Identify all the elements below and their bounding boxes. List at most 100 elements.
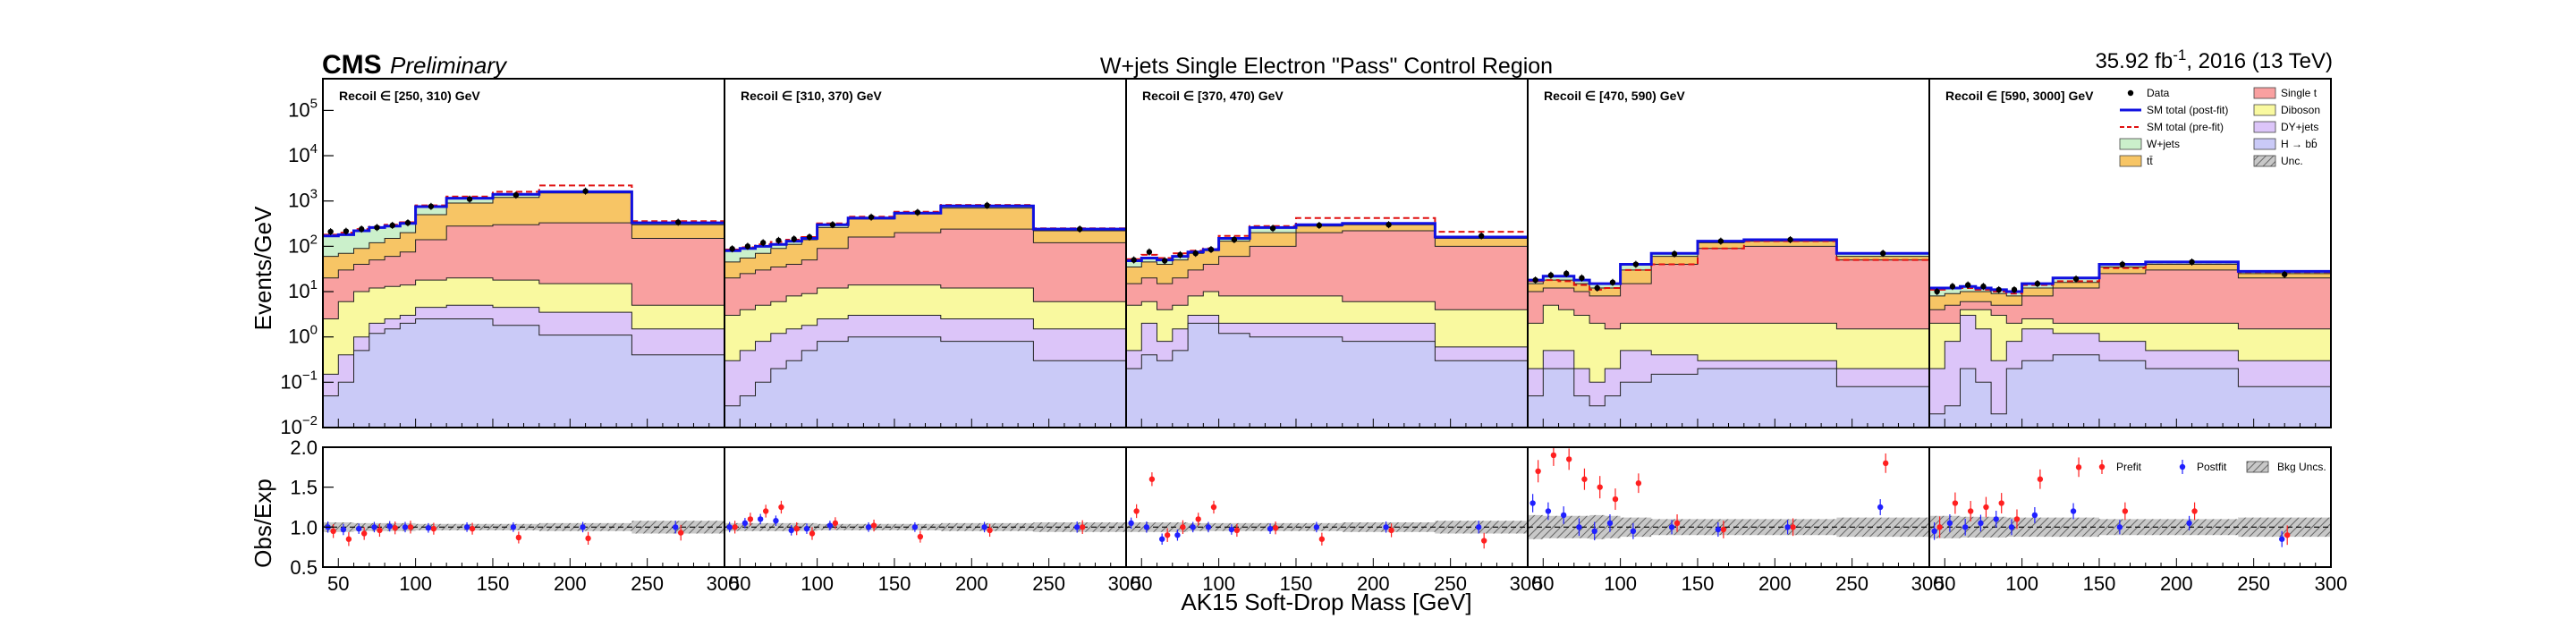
postfit-ratio-point (2031, 512, 2038, 519)
legend-label: SM total (pre-fit) (2147, 121, 2224, 133)
legend-swatch-fill_unc (2253, 155, 2276, 167)
y-tick-base: 10 (288, 280, 309, 302)
legend-swatch-fill_hbb (2253, 138, 2276, 150)
prefit-ratio-point (407, 524, 414, 530)
prefit-ratio-point (1565, 456, 1572, 462)
postfit-ratio-point (981, 524, 987, 530)
data-point (404, 219, 411, 226)
prefit-ratio-point (793, 525, 800, 532)
data-point (513, 191, 520, 199)
ratio-y-axis-label: Obs/Exp (250, 479, 276, 568)
data-point (2189, 258, 2195, 266)
data-point (428, 203, 435, 209)
legend-label: W+jets (2147, 138, 2180, 150)
y-tick-exponent: −2 (302, 413, 318, 428)
x-tick-label: 150 (1280, 572, 1313, 595)
postfit-ratio-point (1545, 508, 1552, 514)
ratio-legend-label: Prefit (2116, 461, 2142, 473)
data-point (729, 245, 735, 252)
postfit-ratio-point (1877, 504, 1884, 511)
legend-swatch-fill_dyjets (2253, 121, 2276, 133)
y-tick-base: 10 (288, 98, 309, 121)
legend-bkg-unc-swatch (2246, 461, 2269, 473)
prefit-ratio-point (1581, 476, 1588, 482)
data-point (1609, 279, 1616, 285)
ratio-panel-frame (1527, 446, 1930, 568)
data-point (791, 236, 797, 242)
ratio-panel-frame (322, 446, 725, 568)
y-tick-label: 101 (288, 277, 318, 302)
recoil-label: Recoil ∈ [370, 470) GeV (1142, 89, 1284, 103)
ratio-legend-label: Bkg Uncs. (2277, 461, 2326, 473)
prefit-ratio-point (1210, 504, 1217, 511)
prefit-ratio-point (2122, 508, 2129, 514)
data-point (1547, 272, 1555, 278)
postfit-ratio-point (371, 524, 377, 530)
prefit-ratio-point (747, 516, 754, 522)
recoil-label: Recoil ∈ [310, 370) GeV (741, 89, 882, 103)
x-tick-label: 100 (1202, 572, 1235, 595)
prefit-ratio-point (1720, 526, 1727, 533)
ratio-panel-1 (322, 419, 725, 568)
y-tick-exponent: 0 (310, 323, 318, 338)
prefit-ratio-point (2284, 532, 2291, 538)
postfit-ratio-point (773, 517, 779, 524)
postfit-ratio-point (1606, 520, 1614, 527)
prefit-ratio-point (1612, 496, 1619, 503)
postfit-ratio-point (580, 524, 586, 530)
stack-hbb-panel-4 (1527, 368, 1930, 428)
status-label: Preliminary (390, 52, 508, 79)
postfit-total-line (1528, 238, 1929, 285)
ratio-tick-label: 2.0 (290, 436, 318, 459)
ratio-panel-2 (724, 419, 1127, 568)
x-tick-label: 150 (878, 572, 911, 595)
postfit-ratio-point (1630, 528, 1637, 534)
postfit-total-line (1929, 260, 2331, 293)
y-tick-exponent: 4 (310, 141, 318, 157)
data-point (2119, 261, 2126, 267)
postfit-ratio-point (1668, 524, 1675, 530)
data-point (1146, 249, 1153, 255)
legend-swatch-marker (2127, 89, 2134, 97)
prefit-ratio-point (1967, 508, 1974, 514)
prefit-ratio-point (778, 504, 784, 511)
lumi-prefix: 35.92 fb (2095, 49, 2173, 73)
recoil-label: Recoil ∈ [590, 3000] GeV (1945, 89, 2094, 103)
ratio-tick-label: 1.5 (290, 477, 318, 499)
data-point (1269, 225, 1276, 232)
postfit-ratio-point (757, 516, 764, 522)
prefit-ratio-point (515, 534, 522, 541)
postfit-ratio-point (1946, 520, 1953, 527)
postfit-ratio-point (1128, 520, 1134, 527)
data-point (868, 214, 875, 220)
x-axis-label: AK15 Soft-Drop Mass [GeV] (1181, 589, 1471, 615)
data-point (1161, 258, 1168, 264)
x-tick-label: 250 (2237, 572, 2270, 595)
ratio-legend-label: Postfit (2197, 461, 2227, 473)
panel-3: Recoil ∈ [370, 470) GeV (1125, 78, 1529, 428)
data-point (984, 202, 990, 208)
prefit-ratio-point (1550, 452, 1557, 459)
postfit-ratio-point (355, 525, 362, 532)
postfit-ratio-point (1205, 524, 1212, 530)
prefit-ratio-point (1535, 468, 1541, 474)
prefit-ratio-point (1272, 525, 1279, 531)
data-point (1532, 276, 1538, 284)
ratio-panel-5 (1928, 419, 2332, 568)
prefit-ratio-point (1635, 480, 1642, 487)
lumi-suffix: , 2016 (13 TeV) (2186, 49, 2333, 73)
postfit-ratio-point (672, 524, 679, 530)
y-axis-label: Events/GeV (250, 206, 276, 330)
postfit-ratio-point (1560, 512, 1567, 519)
x-tick-label: 250 (1032, 572, 1065, 595)
y-tick-base: 10 (288, 144, 309, 166)
postfit-ratio-point (741, 520, 749, 527)
prefit-ratio-point (1388, 527, 1394, 534)
ratio-panel-4 (1527, 419, 1930, 568)
legend-label: Unc. (2281, 155, 2303, 167)
data-point (1076, 225, 1083, 233)
x-tick-label: 50 (327, 572, 349, 595)
postfit-ratio-point (463, 524, 470, 530)
prefit-ratio-point (1480, 538, 1487, 544)
